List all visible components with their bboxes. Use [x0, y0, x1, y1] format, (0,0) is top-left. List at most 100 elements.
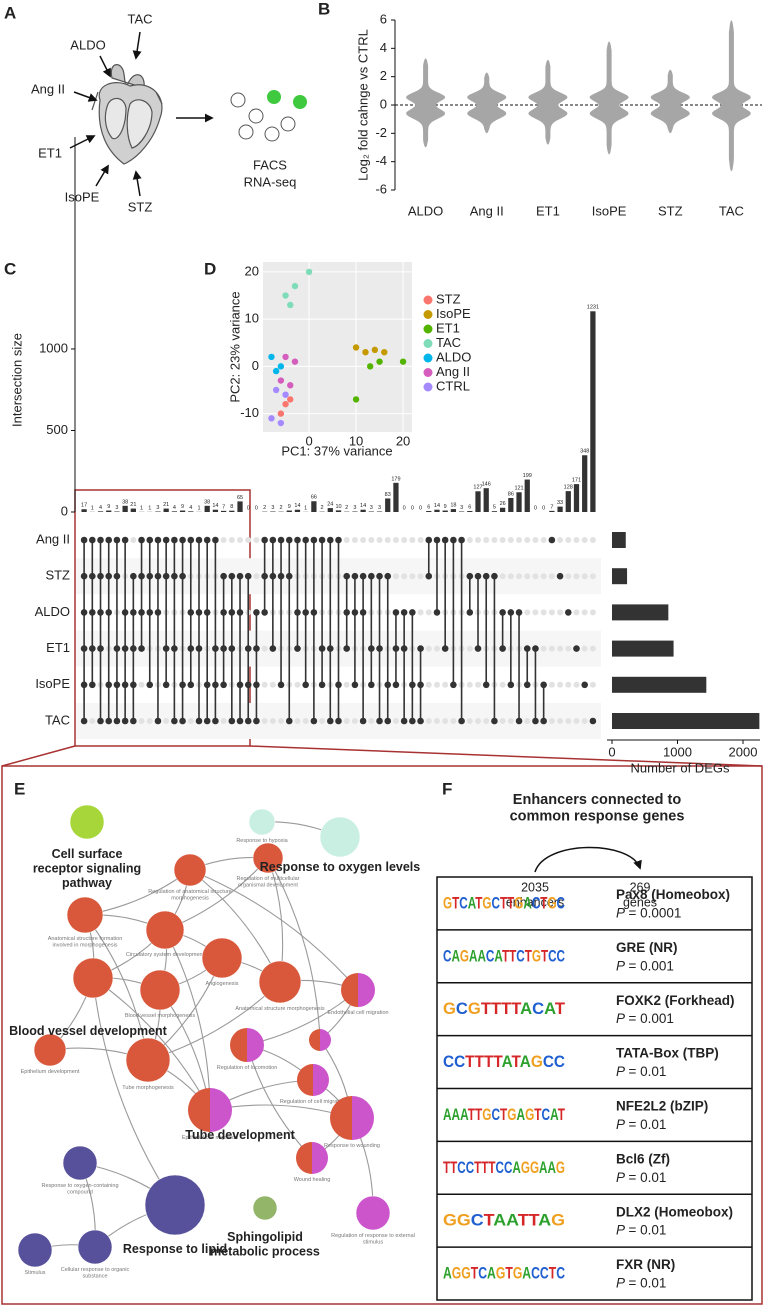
y-tick-label: 0: [380, 96, 387, 111]
matrix-dot: [450, 536, 457, 544]
y-tick-label: 0: [61, 503, 68, 518]
matrix-dot-empty: [425, 681, 432, 688]
matrix-dot-empty: [220, 537, 227, 543]
network-node-half: [247, 1028, 264, 1062]
matrix-dot: [573, 645, 580, 652]
matrix-dot-empty: [392, 573, 399, 580]
p-label: P =: [616, 1169, 636, 1184]
matrix-dot: [80, 572, 88, 580]
network-node: [248, 808, 276, 836]
matrix-dot: [540, 681, 547, 689]
set-size-bar: [612, 676, 707, 693]
group-label: Tube development: [185, 1128, 295, 1142]
bar-value-label: 127: [473, 485, 482, 491]
matrix-dot-empty: [557, 537, 564, 543]
p-number: 0.01: [640, 1064, 666, 1079]
motif-logo: AGGTCAGTGACCTC: [443, 1264, 565, 1283]
bar-value-label: 14: [212, 503, 218, 509]
matrix-dot-empty: [540, 537, 547, 543]
group-label: Sphingolipid metabolic process: [210, 1230, 320, 1258]
matrix-dot: [253, 609, 260, 616]
matrix-dot: [532, 645, 539, 652]
matrix-dot: [162, 645, 170, 652]
matrix-dot-empty: [433, 645, 440, 652]
matrix-dot: [121, 609, 129, 616]
matrix-dot: [269, 572, 277, 580]
bar-value-label: 1: [148, 505, 151, 511]
matrix-dot-empty: [269, 681, 276, 688]
violin: [711, 20, 751, 172]
matrix-dot-empty: [589, 645, 596, 652]
bar-value-label: 4: [99, 505, 102, 511]
motif-logo: GGCTAATTAG: [443, 1211, 565, 1230]
matrix-dot-empty: [540, 609, 547, 616]
matrix-dot: [310, 717, 318, 725]
matrix-dot-empty: [442, 681, 449, 688]
matrix-dot: [351, 572, 359, 580]
matrix-dot-empty: [581, 573, 588, 580]
matrix-dot-empty: [573, 609, 580, 616]
enhancer-arrow: [534, 846, 642, 873]
intersection-bar: [467, 511, 473, 512]
matrix-dot-empty: [581, 609, 588, 616]
matrix-dot: [105, 536, 113, 544]
point: [282, 400, 289, 408]
point: [287, 396, 294, 403]
matrix-dot: [376, 717, 383, 725]
node-label: Endothelial cell migration: [327, 1010, 388, 1016]
matrix-dot: [515, 609, 523, 616]
p-value: P = 0.01: [616, 1064, 666, 1079]
matrix-dot: [491, 572, 498, 580]
network-node: [33, 1033, 67, 1067]
matrix-dot-empty: [516, 573, 523, 580]
zoom-connector: [1, 745, 76, 767]
set-size-bar: [612, 532, 626, 548]
matrix-dot: [244, 681, 252, 689]
matrix-dot-empty: [384, 537, 391, 543]
matrix-dot: [482, 572, 490, 580]
p-number: 0.01: [640, 1117, 666, 1132]
legend-swatch: [423, 310, 433, 319]
intersection-bar: [237, 501, 243, 512]
network-node: [62, 1145, 98, 1181]
network-edge: [92, 977, 176, 1206]
intersection-bar: [508, 497, 514, 512]
network-node-half: [210, 1088, 232, 1132]
intersection-bar: [204, 505, 210, 512]
matrix-dot-empty: [220, 718, 227, 724]
point: [381, 348, 388, 356]
point: [277, 363, 285, 370]
matrix-dot: [277, 572, 285, 580]
matrix-dot: [491, 717, 498, 725]
network-node-half: [330, 1096, 352, 1140]
p-number: 0.0001: [640, 905, 681, 920]
intersection-bar: [557, 506, 563, 512]
node-label: Regulation of response to external stimul…: [331, 1233, 415, 1245]
intersection-bar: [565, 491, 571, 512]
matrix-dot-empty: [261, 645, 268, 652]
network-node-half: [320, 1029, 331, 1051]
matrix-dot: [409, 681, 416, 689]
point: [282, 292, 289, 299]
intersection-bar: [500, 507, 506, 512]
bar-value-label: 18: [450, 503, 456, 509]
matrix-dot: [146, 536, 154, 544]
node-label: Anatomical structure morphogenesis: [235, 1006, 325, 1012]
network-node: [17, 1232, 53, 1268]
matrix-dot: [507, 609, 515, 616]
network-node: [69, 804, 105, 840]
matrix-dot: [80, 536, 88, 544]
network-node: [252, 1195, 278, 1221]
matrix-dot-empty: [466, 645, 473, 652]
matrix-dot: [474, 645, 482, 652]
point: [352, 396, 360, 403]
bar-value-label: 0: [411, 505, 414, 511]
matrix-dot: [409, 609, 416, 616]
matrix-dot: [212, 645, 219, 652]
matrix-dot: [105, 572, 113, 580]
motif-name: GRE (NR): [616, 940, 678, 955]
x-tick-label: 0: [608, 744, 615, 759]
matrix-dot-empty: [417, 609, 424, 616]
matrix-dot-empty: [450, 718, 457, 724]
